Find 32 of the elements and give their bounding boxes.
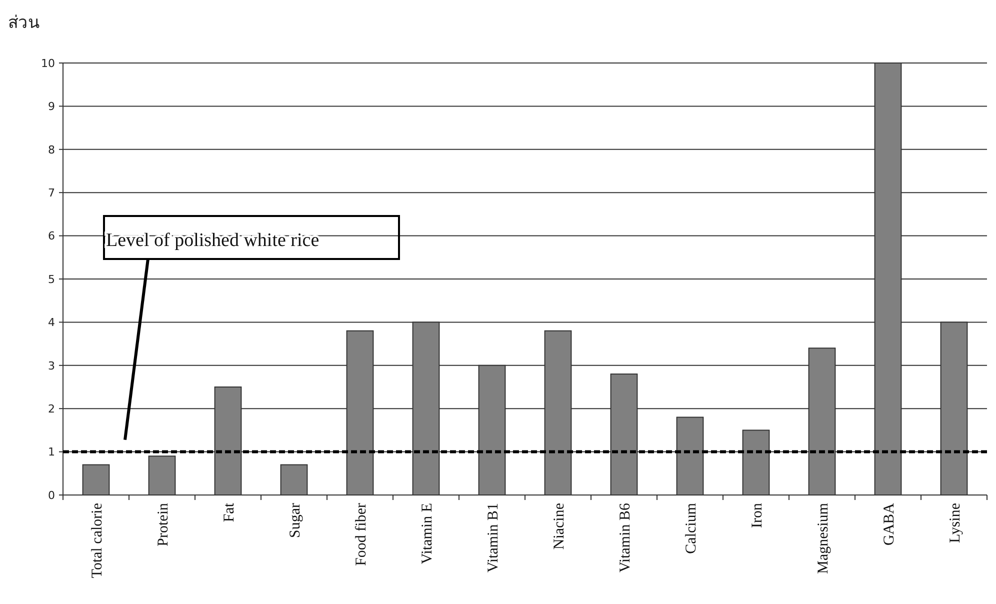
y-tick-label: 0 [48, 488, 55, 502]
y-tick-label: 3 [48, 359, 55, 372]
x-tick-label: Sugar [287, 503, 304, 538]
x-tick-label: Total calorie [89, 502, 106, 578]
x-tick-label: Calcium [683, 502, 700, 554]
y-tick-label: 9 [48, 100, 55, 114]
bar [742, 430, 770, 496]
bar [148, 456, 176, 496]
bar [82, 464, 110, 496]
x-tick-label: Iron [749, 502, 766, 528]
y-tick-label: 2 [48, 402, 55, 416]
y-tick-label: 10 [41, 56, 55, 70]
y-tick-label: 8 [48, 143, 55, 156]
x-tick-label: Magnesium [815, 502, 832, 574]
x-tick-label: Protein [155, 502, 172, 546]
ref-line-label: Level of polished white rice [106, 230, 320, 251]
y-tick-label: 5 [48, 272, 55, 286]
x-tick-label: Niacine [551, 502, 568, 550]
x-tick-label: Fat [221, 502, 238, 522]
y-tick-label: 7 [48, 186, 55, 200]
x-tick-label: GABA [881, 502, 898, 546]
x-tick-label: Food fiber [353, 503, 370, 566]
x-tick-label: Vitamin B1 [485, 503, 502, 573]
x-tick-label: Vitamin B6 [617, 502, 634, 573]
x-tick-label: Vitamin E [419, 503, 436, 564]
y-tick-label: 1 [48, 446, 55, 459]
bar [676, 416, 704, 496]
y-tick-label: 6 [48, 230, 55, 243]
x-tick-label: Lysine [947, 502, 964, 543]
bar [280, 464, 308, 496]
y-axis-title: ส่วน [8, 13, 40, 32]
y-tick-label: 4 [48, 316, 55, 330]
